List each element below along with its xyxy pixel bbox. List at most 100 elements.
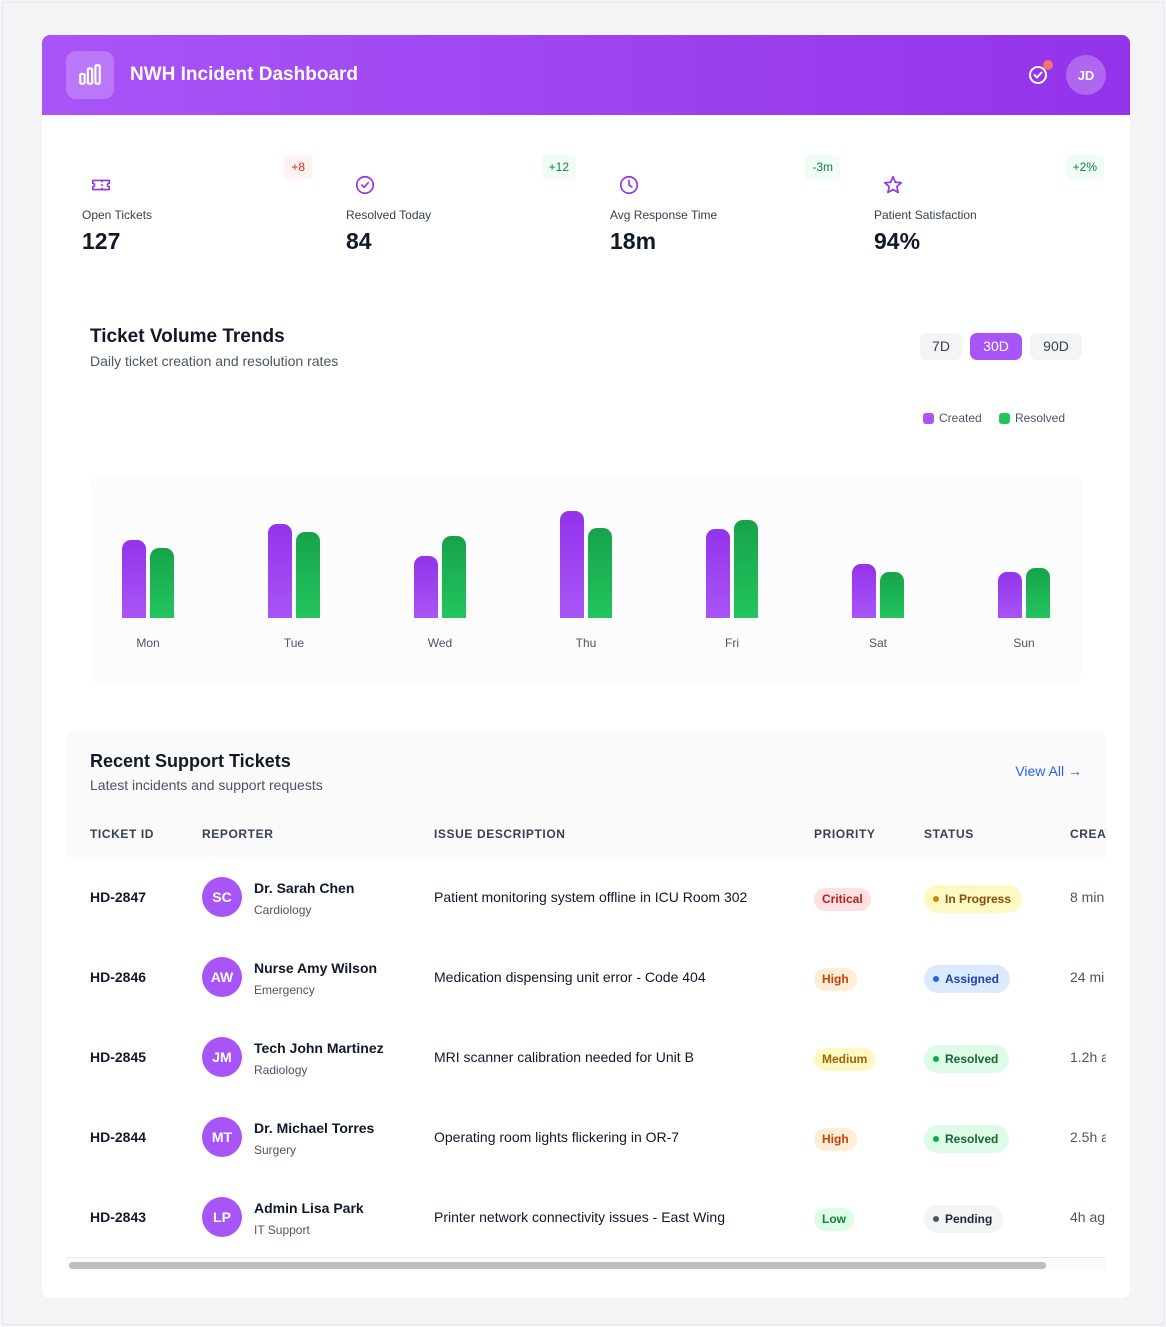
issue-description: Medication dispensing unit error - Code … [434,969,706,985]
issue-description: Operating room lights flickering in OR-7 [434,1129,680,1145]
bar-resolved-fri[interactable] [734,520,758,618]
table-row[interactable]: HD-2847 SC Dr. Sarah Chen Cardiology Pat… [66,857,1106,937]
bar-created-sat[interactable] [852,564,876,618]
reporter-name: Tech John Martinez [254,1040,384,1056]
reporter-name: Admin Lisa Park [254,1200,364,1216]
table-row[interactable]: HD-2843 LP Admin Lisa Park IT Support Pr… [66,1177,1106,1257]
ticket-id: HD-2846 [90,969,147,985]
x-tick-label: Sat [868,636,887,650]
table-row[interactable]: HD-2844 MT Dr. Michael Torres Surgery Op… [66,1097,1106,1177]
x-tick-label: Tue [283,636,305,650]
priority-badge: Critical [814,888,871,911]
created-time: 24 mi [1070,969,1105,985]
x-tick-label: Mon [136,636,160,650]
range-button-90d[interactable]: 90D [1030,333,1082,360]
status-dot [933,1216,939,1222]
bar-resolved-wed[interactable] [442,536,466,618]
table-row[interactable]: HD-2846 AW Nurse Amy Wilson Emergency Me… [66,937,1106,1017]
bar-chart-icon [66,51,114,99]
stat-label: Patient Satisfaction [874,208,977,222]
reporter-avatar: MT [202,1117,242,1157]
stat-value: 84 [346,228,372,254]
column-header-ticket-id[interactable]: TICKET ID [90,827,155,841]
stat-resolved-today: +12 Resolved Today 84 [346,155,576,265]
bar-created-fri[interactable] [706,529,730,618]
bar-resolved-thu[interactable] [588,528,612,618]
stat-change: +12 [541,155,576,179]
x-tick-label: Sun [1013,636,1035,650]
priority-badge: Low [814,1208,854,1231]
ticket-id: HD-2844 [90,1129,147,1145]
clock-icon [610,165,650,205]
view-all-link[interactable]: View All → [1015,763,1082,779]
status-dot [933,896,939,902]
user-avatar[interactable]: JD [1066,55,1106,95]
range-button-30d[interactable]: 30D [970,333,1022,360]
stat-label: Resolved Today [346,208,432,222]
status-badge: Pending [924,1205,1004,1233]
notification-icon[interactable] [1026,63,1050,87]
status-label: Pending [945,1212,993,1226]
column-header-priority[interactable]: PRIORITY [814,827,876,841]
priority-badge: High [814,1128,857,1151]
bar-created-sun[interactable] [998,572,1022,618]
stat-label: Open Tickets [82,208,153,222]
bar-created-thu[interactable] [560,511,584,618]
table-row[interactable]: HD-2845 JM Tech John Martinez Radiology … [66,1017,1106,1097]
column-header-reporter[interactable]: REPORTER [202,827,274,841]
bar-created-wed[interactable] [414,556,438,618]
legend-swatch [923,412,934,424]
status-label: Assigned [945,972,1000,986]
tickets-panel: Recent Support Tickets Latest incidents … [66,731,1106,1273]
stat-value: 18m [610,228,657,254]
issue-description: Patient monitoring system offline in ICU… [434,889,748,905]
bar-created-tue[interactable] [268,524,292,618]
bar-chart: Mon Tue Wed Thu Fri Sat Sun [90,475,1082,683]
bar-resolved-sat[interactable] [880,572,904,618]
x-tick-label: Wed [427,636,453,650]
status-badge: Assigned [924,965,1011,993]
ticket-id: HD-2845 [90,1049,147,1065]
reporter-department: IT Support [254,1223,310,1237]
legend-created: Created [923,411,982,425]
tickets-subtitle: Latest incidents and support requests [90,777,323,793]
issue-description: MRI scanner calibration needed for Unit … [434,1049,694,1065]
status-badge: Resolved [924,1045,1010,1073]
created-time: 2.5h a [1070,1129,1106,1145]
priority-badge: High [814,968,857,991]
created-time: 1.2h a [1070,1049,1106,1065]
column-header-created[interactable]: CREAT [1070,827,1106,841]
horizontal-scrollbar[interactable] [66,1257,1106,1271]
reporter-department: Surgery [254,1143,297,1157]
bar-resolved-mon[interactable] [150,548,174,618]
stat-open-tickets: +8 Open Tickets 127 [82,155,312,265]
reporter-avatar: SC [202,877,242,917]
legend-label: Created [939,411,982,425]
range-button-7d[interactable]: 7D [920,333,962,360]
app-header: NWH Incident Dashboard JD [42,35,1130,115]
scrollbar-thumb[interactable] [69,1262,1046,1269]
stat-change: +8 [284,155,312,179]
stat-change: -3m [805,155,840,179]
chart-subtitle: Daily ticket creation and resolution rat… [90,353,339,369]
ticket-icon [82,165,122,205]
stat-value: 127 [82,228,121,254]
ticket-id: HD-2843 [90,1209,147,1225]
reporter-name: Dr. Michael Torres [254,1120,375,1136]
x-tick-label: Thu [575,636,597,650]
status-label: Resolved [945,1132,999,1146]
status-label: In Progress [945,892,1012,906]
bar-resolved-tue[interactable] [296,532,320,618]
star-icon [874,165,914,205]
bar-created-mon[interactable] [122,540,146,618]
dashboard-card: NWH Incident Dashboard JD +8 Open Ticket… [42,35,1130,1298]
status-dot [933,1136,939,1142]
notification-badge [1043,60,1053,70]
bar-resolved-sun[interactable] [1026,568,1050,618]
reporter-avatar: JM [202,1037,242,1077]
reporter-name: Dr. Sarah Chen [254,880,355,896]
column-header-status[interactable]: STATUS [924,827,974,841]
app-title: NWH Incident Dashboard [130,64,359,85]
status-dot [933,1056,939,1062]
column-header-issue[interactable]: ISSUE DESCRIPTION [434,827,566,841]
